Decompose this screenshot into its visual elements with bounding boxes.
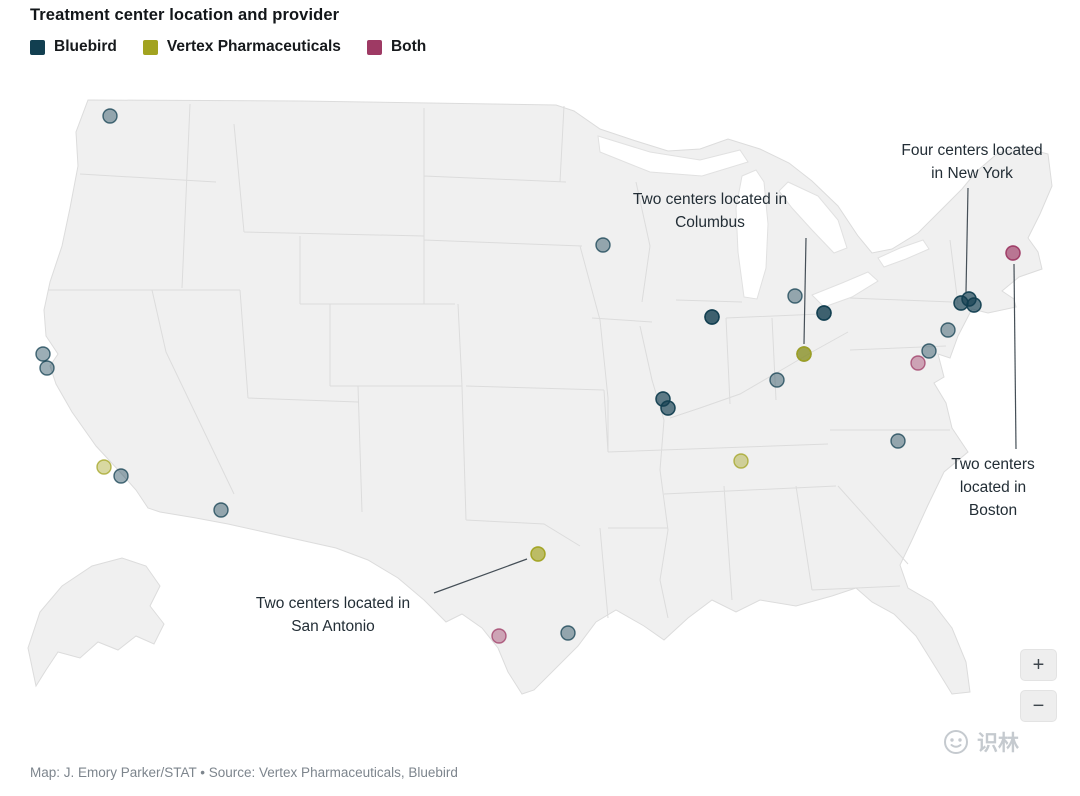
legend-item-bluebird: Bluebird [30, 38, 117, 56]
map-point-bluebird[interactable] [816, 305, 832, 321]
map-point-bluebird[interactable] [660, 400, 676, 416]
map-point-bluebird[interactable] [655, 391, 671, 407]
map-point-bluebird[interactable] [921, 343, 937, 359]
map-point-bluebird[interactable] [966, 297, 982, 313]
map-point-bluebird[interactable] [39, 360, 55, 376]
map-point-bluebird[interactable] [890, 433, 906, 449]
map-point-bluebird[interactable] [113, 468, 129, 484]
annotation-line-new-york [965, 187, 969, 293]
map-point-vertex[interactable] [733, 453, 749, 469]
legend-swatch-bluebird [30, 39, 45, 55]
map-point-vertex[interactable] [530, 546, 546, 562]
map-point-bluebird[interactable] [102, 108, 118, 124]
lake-huron [778, 181, 848, 254]
lake-superior [597, 135, 749, 177]
map-point-both[interactable] [910, 355, 926, 371]
map-point-vertex[interactable] [96, 459, 112, 475]
us-landmass [43, 99, 1053, 695]
legend: Bluebird Vertex Pharmaceuticals Both [30, 38, 426, 56]
map-point-bluebird[interactable] [787, 288, 803, 304]
watermark: 识林 [942, 727, 1019, 757]
legend-label-vertex: Vertex Pharmaceuticals [166, 38, 341, 55]
zoom-controls: + − [1020, 649, 1057, 731]
map-point-bluebird[interactable] [769, 372, 785, 388]
treatment-center-dots [35, 108, 1021, 644]
legend-label-both: Both [390, 38, 427, 55]
annotation-line-boston [1013, 263, 1017, 450]
map-point-bluebird[interactable] [213, 502, 229, 518]
map-point-both[interactable] [1005, 245, 1021, 261]
annotation-line-san-antonio [433, 558, 528, 594]
zoom-in-button[interactable]: + [1020, 649, 1057, 681]
map-point-bluebird[interactable] [940, 322, 956, 338]
alaska [27, 557, 165, 688]
shilin-logo-icon [944, 730, 968, 754]
map-point-vertex[interactable] [796, 346, 812, 362]
annotation-leader-lines [433, 187, 1017, 594]
lake-michigan [735, 169, 769, 300]
state-borders [48, 103, 959, 619]
figure-title: Treatment center location and provider [30, 6, 340, 24]
legend-label-bluebird: Bluebird [54, 38, 117, 55]
watermark-text: 识林 [977, 732, 1019, 755]
legend-item-vertex: Vertex Pharmaceuticals [142, 38, 341, 56]
annotation-line-columbus [803, 237, 807, 345]
map-point-bluebird[interactable] [704, 309, 720, 325]
legend-swatch-vertex [142, 39, 158, 55]
great-lakes [597, 135, 930, 308]
map-point-both[interactable] [491, 628, 507, 644]
zoom-out-button[interactable]: − [1020, 690, 1057, 722]
map-point-bluebird[interactable] [560, 625, 576, 641]
legend-swatch-both [366, 39, 382, 55]
legend-item-both: Both [366, 38, 427, 56]
map-point-bluebird[interactable] [595, 237, 611, 253]
lake-erie [811, 271, 879, 308]
credit-line: Map: J. Emory Parker/STAT • Source: Vert… [30, 765, 458, 780]
lake-ontario [877, 239, 930, 268]
map-point-bluebird[interactable] [35, 346, 51, 362]
